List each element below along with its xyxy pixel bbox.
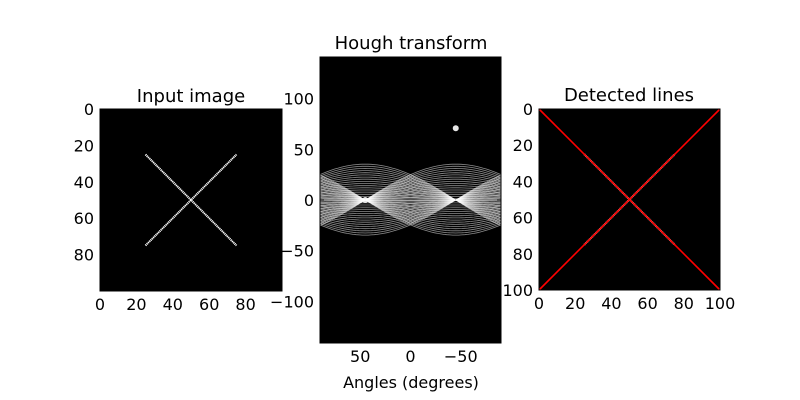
detected-y-tick-label: 100 <box>502 281 533 300</box>
input-x-tick-label: 60 <box>199 295 219 314</box>
hough-sinusoid <box>319 193 502 210</box>
input-y-tick-label: 0 <box>84 100 94 119</box>
input-y-tick-label: 60 <box>74 209 94 228</box>
hough-sinusoid <box>319 176 502 217</box>
hough-sinusoid <box>319 185 502 211</box>
hough-sinusoid <box>319 167 502 223</box>
hough-transform-title: Hough transform <box>335 33 488 54</box>
hough-y-tick-label: 0 <box>304 191 314 210</box>
hough-x-tick-label: 50 <box>350 347 370 366</box>
input-image-title: Input image <box>137 86 245 107</box>
hough-sinusoid <box>319 178 502 216</box>
hough-sinusoid <box>319 194 502 208</box>
detected-y-tick-label: 0 <box>523 100 533 119</box>
detected-x-tick-label: 60 <box>637 294 657 313</box>
hough-sinusoid <box>319 196 502 206</box>
detected-lines-title: Detected lines <box>564 85 694 106</box>
detected-y-tick-label: 20 <box>513 136 533 155</box>
hough-transform-frame <box>319 56 502 344</box>
hough-y-tick-label: −50 <box>280 242 314 261</box>
hough-sinusoid <box>319 190 502 214</box>
detected-lines-frame <box>538 108 721 291</box>
input-x-tick-label: 0 <box>95 295 105 314</box>
hough-sinusoid <box>319 176 502 234</box>
hough-sinusoid <box>319 183 502 223</box>
hough-peak-2 <box>452 125 459 132</box>
input-image-canvas <box>100 109 282 291</box>
hough-sinusoid <box>319 180 502 227</box>
input-x-tick-label: 40 <box>163 295 183 314</box>
detected-x-tick-label: 0 <box>534 294 544 313</box>
detected-x-tick-label: 80 <box>674 294 694 313</box>
hough-sinusoid <box>319 183 502 213</box>
hough-sinusoid <box>320 199 501 202</box>
detected-x-tick-label: 100 <box>705 294 736 313</box>
detected-x-tick-label: 40 <box>601 294 621 313</box>
input-y-tick-label: 80 <box>74 246 94 265</box>
hough-sinusoid <box>319 170 502 222</box>
hough-x-tick-label: −50 <box>444 347 478 366</box>
hough-sinusoid <box>319 174 502 236</box>
detected-y-tick-label: 60 <box>513 209 533 228</box>
detected-y-tick-label: 80 <box>513 245 533 264</box>
hough-sinusoid <box>319 185 502 221</box>
input-image-panel: Input image 0 20 40 60 80 0 20 40 60 80 <box>74 86 283 314</box>
hough-y-tick-label: −100 <box>270 292 314 311</box>
hough-sinusoid <box>319 191 502 212</box>
input-y-tick-label: 20 <box>74 136 94 155</box>
detected-x-tick-label: 20 <box>565 294 585 313</box>
hough-y-tick-label: 50 <box>294 140 314 159</box>
input-input-line-1 <box>144 153 238 247</box>
detected-y-tick-label: 40 <box>513 172 533 191</box>
hough-sinusoid <box>319 188 502 217</box>
detected-line-2 <box>538 108 721 291</box>
hough-sinusoid <box>319 179 502 230</box>
hough-sinusoid <box>319 177 502 232</box>
hough-peak-1 <box>362 197 369 203</box>
input-y-tick-label: 40 <box>74 173 94 192</box>
input-x-tick-label: 20 <box>126 295 146 314</box>
input-input-line-2 <box>144 153 238 247</box>
hough-sinusoid <box>319 182 502 225</box>
hough-x-axis-label: Angles (degrees) <box>343 373 479 392</box>
hough-sinusoid <box>319 197 502 204</box>
input-x-tick-label: 80 <box>235 295 255 314</box>
hough-sinusoid <box>319 186 502 219</box>
hough-y-tick-label: 100 <box>283 90 314 109</box>
hough-transform-panel: Hough transform 50 0 −50 −100 −50 0 50 100 Angl… <box>270 33 502 392</box>
hough-x-tick-label: 0 <box>405 347 415 366</box>
input-image-frame <box>99 108 283 292</box>
